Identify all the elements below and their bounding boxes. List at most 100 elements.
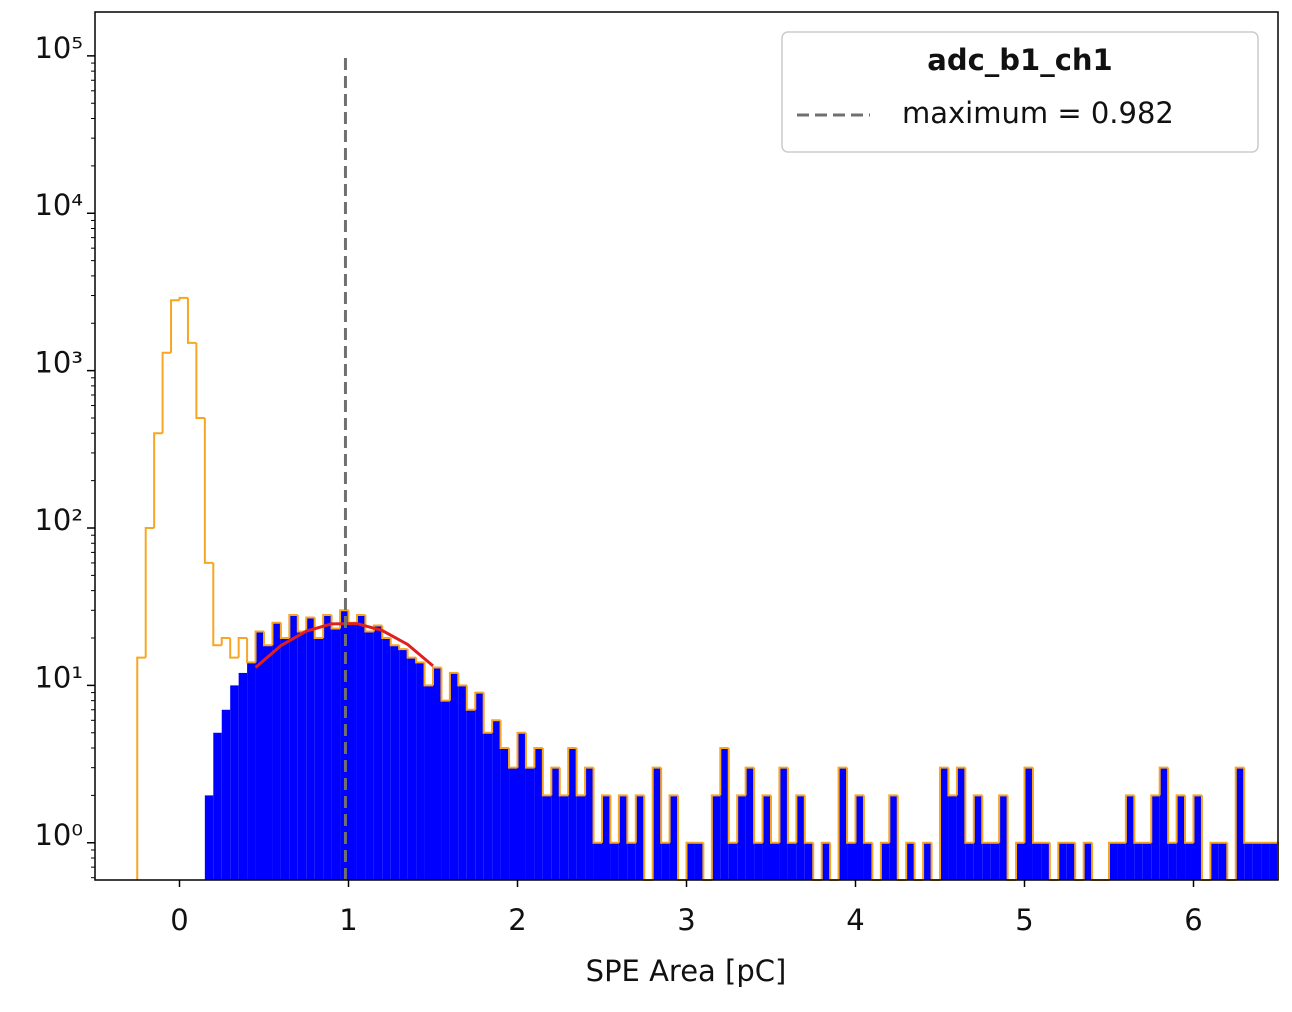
hist-bar xyxy=(1083,842,1093,880)
hist-bar xyxy=(551,767,560,880)
hist-step xyxy=(465,685,476,711)
hist-bar xyxy=(1168,842,1177,880)
hist-bar xyxy=(661,842,670,880)
hist-step xyxy=(660,767,670,844)
hist-step xyxy=(879,841,890,880)
hist-step xyxy=(896,795,907,881)
hist-step xyxy=(643,795,653,881)
hist-bar xyxy=(416,662,425,880)
hist-step xyxy=(161,351,172,434)
hist-bar xyxy=(1235,767,1245,880)
y-tick-label: 10⁵ xyxy=(34,31,83,65)
hist-bar xyxy=(610,842,619,880)
hist-step xyxy=(795,794,805,843)
hist-step xyxy=(1192,794,1202,843)
hist-step xyxy=(271,621,281,646)
hist-bar xyxy=(711,795,721,880)
hist-step xyxy=(491,719,501,733)
hist-step xyxy=(550,766,560,796)
y-tick-label: 10² xyxy=(34,503,83,537)
hist-step xyxy=(1074,842,1084,881)
hist-bar xyxy=(889,795,898,880)
hist-bar xyxy=(999,795,1008,880)
hist-step xyxy=(1091,842,1101,881)
hist-step xyxy=(955,766,966,796)
hist-step xyxy=(964,767,974,844)
hist-bar xyxy=(373,625,383,880)
hist-bar xyxy=(1066,842,1076,880)
hist-step xyxy=(1015,841,1025,880)
hist-step xyxy=(406,649,417,659)
hist-step xyxy=(448,671,459,701)
hist-step xyxy=(888,794,898,843)
hist-step xyxy=(744,766,755,796)
hist-step xyxy=(981,795,991,844)
hist-step xyxy=(220,637,231,646)
hist-bar xyxy=(745,767,755,880)
hist-step xyxy=(263,631,273,647)
hist-bar xyxy=(365,631,374,880)
hist-bar xyxy=(542,795,552,880)
hist-step xyxy=(1048,842,1059,881)
hist-step xyxy=(1108,841,1118,880)
hist-step xyxy=(288,614,298,639)
x-tick-label: 4 xyxy=(846,903,864,937)
legend-title: adc_b1_ch1 xyxy=(927,43,1112,77)
hist-step xyxy=(398,645,408,651)
hist-step xyxy=(1124,794,1135,843)
x-tick-label: 2 xyxy=(508,903,526,937)
hist-step xyxy=(786,767,797,844)
hist-step xyxy=(626,795,636,844)
hist-step xyxy=(1226,842,1236,881)
hist-step xyxy=(364,615,374,633)
hist-step xyxy=(710,794,721,880)
x-tick-label: 3 xyxy=(677,903,695,937)
hist-bar xyxy=(297,631,307,880)
hist-bar xyxy=(1159,767,1169,880)
hist-bar xyxy=(906,842,915,880)
hist-step xyxy=(246,638,256,664)
hist-step xyxy=(1200,795,1211,881)
hist-step xyxy=(1057,841,1067,880)
hist-step xyxy=(871,842,881,881)
hist-bar xyxy=(720,748,729,880)
hist-step xyxy=(592,767,602,844)
hist-step xyxy=(1031,767,1042,844)
hist-bar xyxy=(821,842,831,880)
hist-bar xyxy=(314,638,324,880)
hist-bar xyxy=(255,631,264,880)
hist-bar xyxy=(399,649,408,880)
hist-bar xyxy=(880,842,890,880)
hist-bar xyxy=(247,662,256,880)
hist-step xyxy=(279,622,290,640)
hist-step xyxy=(727,748,738,844)
hist-bar xyxy=(433,667,442,880)
hist-step xyxy=(440,667,450,702)
hist-step xyxy=(778,766,788,843)
hist-bar xyxy=(855,795,864,880)
hist-step xyxy=(1133,795,1143,844)
hist-step xyxy=(178,296,188,301)
hist-bar xyxy=(1261,842,1270,880)
hist-bar xyxy=(948,795,957,880)
hist-bar xyxy=(576,795,586,880)
hist-bar xyxy=(1016,842,1025,880)
hist-bar xyxy=(492,720,501,880)
hist-step xyxy=(567,747,577,796)
hist-bar xyxy=(804,842,814,880)
hist-bar xyxy=(838,767,848,880)
hist-bar xyxy=(1210,842,1219,880)
hist-bar xyxy=(424,685,433,880)
hist-step xyxy=(770,795,780,844)
hist-bar xyxy=(483,732,493,880)
hist-step xyxy=(296,615,307,633)
hist-step xyxy=(862,795,873,844)
hist-bar xyxy=(1193,795,1202,880)
x-axis-label: SPE Area [pC] xyxy=(586,954,787,988)
hist-step xyxy=(1209,841,1219,880)
hist-bar xyxy=(754,842,763,880)
hist-step xyxy=(516,731,526,768)
hist-bar xyxy=(669,795,679,880)
hist-step xyxy=(913,842,924,881)
hist-step xyxy=(685,841,695,880)
